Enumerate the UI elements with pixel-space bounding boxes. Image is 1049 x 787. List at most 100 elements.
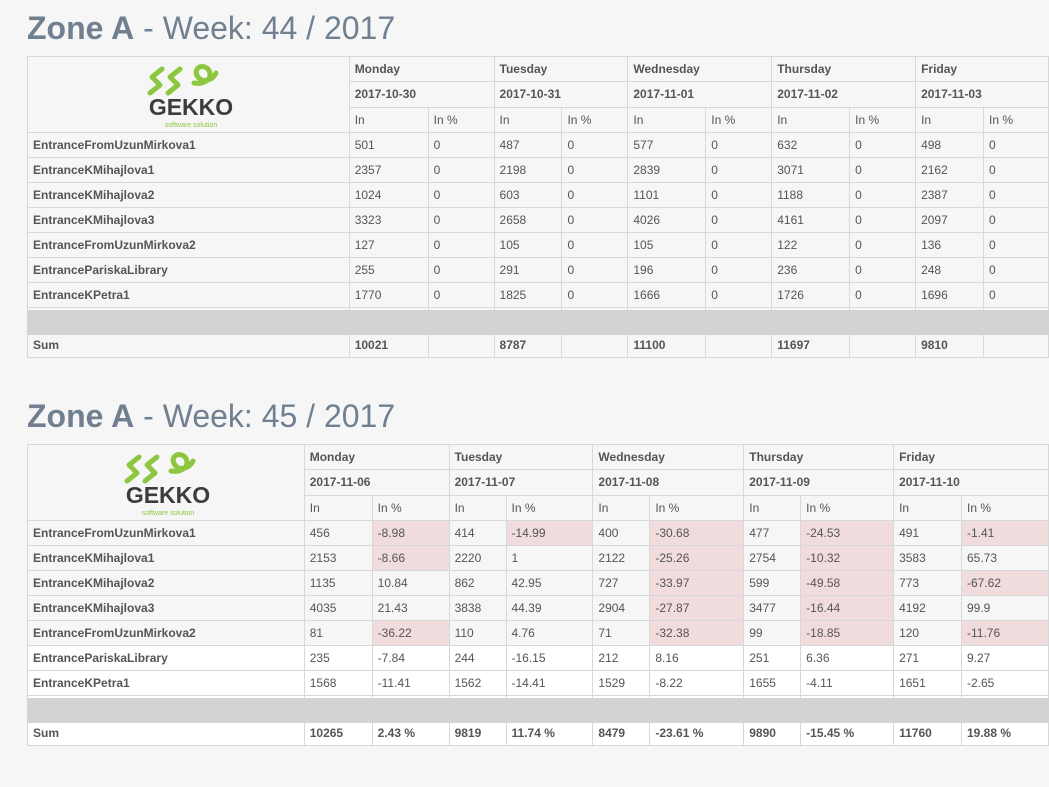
in-value: 498 xyxy=(915,132,984,158)
in-value: 3323 xyxy=(348,207,429,233)
col-in-header: In xyxy=(627,106,707,134)
col-in-header: In xyxy=(493,106,563,134)
date-header: 2017-11-03 xyxy=(915,81,1049,108)
in-pct-value: 42.95 xyxy=(505,570,594,596)
in-value: 2658 xyxy=(493,207,563,233)
title-separator: - xyxy=(134,398,163,434)
sum-in-value: 9810 xyxy=(915,332,984,358)
in-pct-value: -2.65 xyxy=(961,670,1049,696)
in-pct-value: 0 xyxy=(705,182,773,208)
col-pct-header: In % xyxy=(427,106,495,134)
in-value: 3583 xyxy=(893,545,962,571)
date-header: 2017-11-10 xyxy=(893,469,1049,496)
logo-brand-text: GEKKO xyxy=(126,482,210,508)
in-pct-value: 0 xyxy=(705,207,773,233)
in-value: 2357 xyxy=(348,157,429,183)
in-pct-value: 10.84 xyxy=(371,570,450,596)
sum-in-value: 10021 xyxy=(348,332,429,358)
table-footer-bar xyxy=(27,310,1049,335)
col-pct-header: In % xyxy=(800,494,895,522)
in-value: 71 xyxy=(592,620,651,646)
table-row: EntrancePariskaLibrary 235 -7.84 244 -16.15 2… xyxy=(27,645,1049,671)
in-pct-value: 0 xyxy=(705,232,773,258)
in-value: 4161 xyxy=(771,207,851,233)
in-value: 1135 xyxy=(303,570,373,596)
in-value: 1770 xyxy=(348,282,429,308)
table-row: EntranceKMihajlova2 1024 0 603 0 1101 0 1188 0 23… xyxy=(27,182,1049,208)
in-pct-value: 0 xyxy=(982,232,1049,258)
in-pct-value: -8.66 xyxy=(371,545,450,571)
in-pct-value: -7.84 xyxy=(371,645,450,671)
gekko-logo: GEKKO software solution xyxy=(147,64,233,129)
entrance-name: EntranceFromUzunMirkova1 xyxy=(27,520,305,546)
sum-pct-value: 11.74 % xyxy=(505,720,594,746)
in-pct-value: 9.27 xyxy=(961,645,1049,671)
col-in-header: In xyxy=(448,494,507,522)
entrance-name: EntrancePariskaLibrary xyxy=(27,645,305,671)
in-pct-value: 0 xyxy=(427,157,495,183)
sum-pct-value xyxy=(561,332,629,358)
table-row: EntrancePariskaLibrary 255 0 291 0 196 0 236 0 24… xyxy=(27,257,1049,283)
in-pct-value: 0 xyxy=(561,257,629,283)
in-pct-value: -14.41 xyxy=(505,670,594,696)
in-pct-value: -11.41 xyxy=(371,670,450,696)
gekko-logo: GEKKO software solution xyxy=(124,452,211,517)
in-pct-value: 0 xyxy=(561,232,629,258)
header-columns-row: In In % In In % In In % In In % In In % xyxy=(28,106,1049,134)
table-row: EntranceFromUzunMirkova2 127 0 105 0 105 0 122 0… xyxy=(27,232,1049,258)
in-pct-value: 0 xyxy=(849,232,917,258)
in-value: 4035 xyxy=(303,595,373,621)
col-pct-header: In % xyxy=(705,106,773,134)
in-value: 122 xyxy=(771,232,851,258)
in-value: 251 xyxy=(743,645,802,671)
in-value: 127 xyxy=(348,232,429,258)
sum-in-value: 8787 xyxy=(493,332,563,358)
in-value: 2122 xyxy=(592,545,651,571)
header-columns-row: In In % In In % In In % In In % In In % xyxy=(28,494,1049,522)
in-pct-value: 0 xyxy=(561,157,629,183)
in-pct-value: 0 xyxy=(982,257,1049,283)
in-value: 235 xyxy=(303,645,373,671)
table-row: EntranceFromUzunMirkova2 81 -36.22 110 4.76 7… xyxy=(27,620,1049,646)
entrance-name: EntranceKMihajlova2 xyxy=(27,570,305,596)
day-header: Thursday xyxy=(771,55,917,83)
logo-cell: GEKKO software solution xyxy=(27,56,350,133)
col-pct-header: In % xyxy=(505,494,594,522)
in-pct-value: 6.36 xyxy=(800,645,895,671)
in-value: 244 xyxy=(448,645,507,671)
col-in-header: In xyxy=(915,106,984,134)
week-label: Week: 44 / 2017 xyxy=(162,10,396,46)
entrance-name: EntranceKMihajlova1 xyxy=(27,545,305,571)
in-value: 120 xyxy=(893,620,962,646)
in-value: 2097 xyxy=(915,207,984,233)
date-header: 2017-11-09 xyxy=(743,469,895,496)
in-pct-value: 0 xyxy=(849,257,917,283)
date-header: 2017-11-02 xyxy=(771,81,917,108)
in-value: 577 xyxy=(627,132,707,158)
in-pct-value: -18.85 xyxy=(800,620,895,646)
in-value: 1101 xyxy=(627,182,707,208)
sum-in-value: 9819 xyxy=(448,720,507,746)
in-value: 456 xyxy=(303,520,373,546)
entrance-name: EntranceKMihajlova2 xyxy=(27,182,350,208)
day-header: Monday xyxy=(303,443,450,471)
in-pct-value: 44.39 xyxy=(505,595,594,621)
day-header: Wednesday xyxy=(592,443,745,471)
col-in-header: In xyxy=(893,494,962,522)
day-header: Tuesday xyxy=(448,443,594,471)
in-value: 2839 xyxy=(627,157,707,183)
in-value: 2904 xyxy=(592,595,651,621)
in-value: 212 xyxy=(592,645,651,671)
in-pct-value: 65.73 xyxy=(961,545,1049,571)
in-value: 248 xyxy=(915,257,984,283)
in-pct-value: 4.76 xyxy=(505,620,594,646)
in-pct-value: -10.32 xyxy=(800,545,895,571)
in-value: 1726 xyxy=(771,282,851,308)
in-pct-value: 0 xyxy=(982,157,1049,183)
sum-row: Sum 10265 2.43 % 9819 11.74 % 8479 -23.61 % 989… xyxy=(27,720,1049,746)
sum-pct-value: -23.61 % xyxy=(649,720,745,746)
table-row: EntranceKMihajlova2 1135 10.84 862 42.95 727-… xyxy=(27,570,1049,596)
in-pct-value: 0 xyxy=(561,182,629,208)
in-value: 271 xyxy=(893,645,962,671)
in-pct-value: -8.98 xyxy=(371,520,450,546)
